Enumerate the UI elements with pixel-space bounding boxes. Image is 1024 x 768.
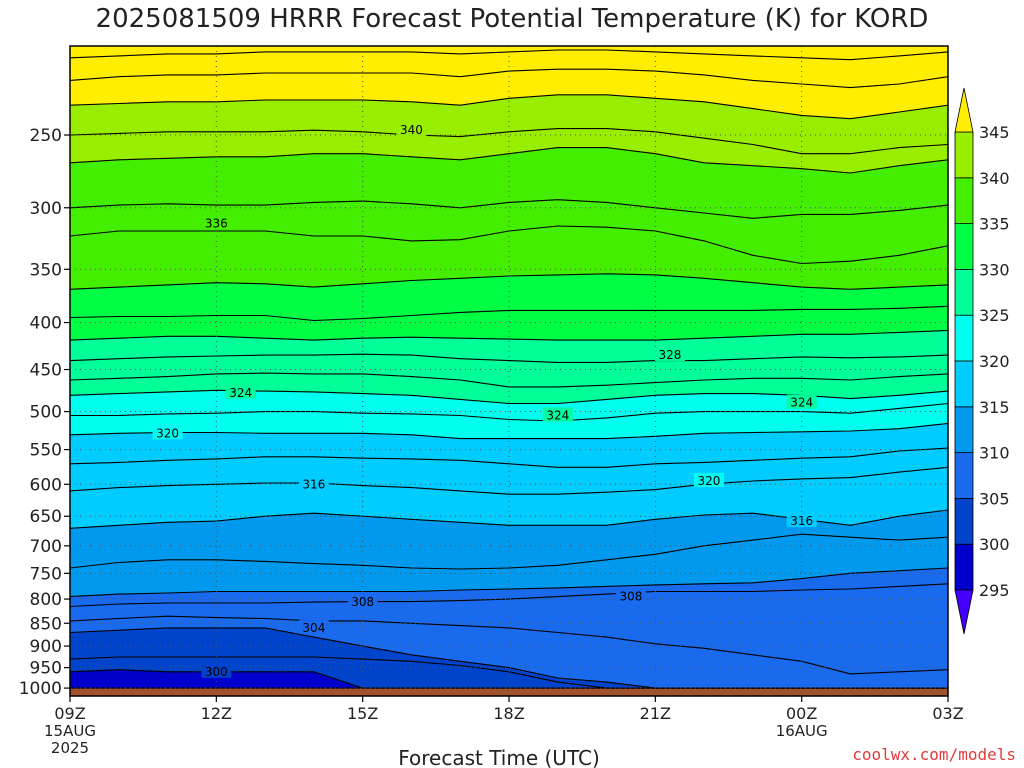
y-tick-label: 350 xyxy=(30,260,62,280)
contour-label-text: 316 xyxy=(302,477,325,491)
colorbar-label: 310 xyxy=(979,444,1010,463)
x-tick-label: 00Z xyxy=(786,704,817,723)
isentrope-316 xyxy=(70,466,948,495)
y-tick-label: 250 xyxy=(30,126,62,146)
colorbar-cell xyxy=(954,268,974,316)
isentrope-312 xyxy=(70,533,948,570)
colorbar-label: 330 xyxy=(979,260,1010,279)
chart-title: 2025081509 HRRR Forecast Potential Tempe… xyxy=(95,4,929,34)
colorbar-cell xyxy=(954,543,974,591)
y-tick-label: 450 xyxy=(30,361,62,381)
contour-label-text: 320 xyxy=(156,426,179,440)
x-tick-label: 21Z xyxy=(640,704,671,723)
contour-label-text: 300 xyxy=(205,665,228,679)
y-tick-label: 650 xyxy=(30,507,62,527)
contour-label-text: 340 xyxy=(400,123,423,137)
x-tick-sublabel: 2025 xyxy=(51,739,89,757)
y-tick-label: 950 xyxy=(30,659,62,679)
y-tick-label: 550 xyxy=(30,441,62,461)
terrain xyxy=(70,688,948,696)
colorbar-cell xyxy=(954,131,974,179)
colorbar-label: 325 xyxy=(979,306,1010,325)
contour-label: 308 xyxy=(615,588,646,604)
isentrope-318 xyxy=(70,447,948,468)
y-tick-label: 900 xyxy=(30,637,62,657)
y-tick-label: 600 xyxy=(30,475,62,495)
x-tick-sublabel: 15AUG xyxy=(44,722,96,740)
contour-label: 328 xyxy=(654,347,685,362)
colorbar-cell xyxy=(954,406,974,453)
contour-label: 304 xyxy=(298,619,329,635)
colorbar-label: 305 xyxy=(979,489,1010,508)
credit-link[interactable]: coolwx.com/models xyxy=(852,745,1016,764)
contour-label: 300 xyxy=(201,663,232,679)
contour-label-text: 324 xyxy=(229,386,252,400)
contour-label-text: 320 xyxy=(698,474,721,488)
colorbar-cell xyxy=(954,360,974,408)
contour-label-text: 304 xyxy=(302,621,325,635)
colorbar-label: 335 xyxy=(979,215,1010,234)
contour-label: 324 xyxy=(225,384,256,400)
x-tick-sublabel: 16AUG xyxy=(776,722,828,740)
contour-label: 336 xyxy=(201,215,232,230)
contour-label-text: 316 xyxy=(790,514,813,528)
contour-label: 324 xyxy=(786,394,817,410)
x-tick-label: 18Z xyxy=(493,704,524,723)
contour-label-text: 324 xyxy=(790,396,813,410)
y-tick-label: 800 xyxy=(30,590,62,610)
contour-label: 316 xyxy=(298,476,329,491)
isentrope-308 xyxy=(70,583,948,608)
contour-label-text: 336 xyxy=(205,216,228,230)
contour-label-text: 308 xyxy=(351,595,374,609)
y-tick-label: 850 xyxy=(30,614,62,634)
colorbar-label: 315 xyxy=(979,398,1010,417)
colorbar-cell xyxy=(954,223,974,270)
y-tick-label: 300 xyxy=(30,199,62,219)
colorbar-cell xyxy=(954,314,974,362)
colorbar-label: 340 xyxy=(979,169,1010,188)
contour-label-text: 308 xyxy=(619,590,642,604)
isentrope-304 xyxy=(70,627,948,689)
y-tick-label: 500 xyxy=(30,403,62,423)
colorbar-label: 295 xyxy=(979,581,1010,600)
isentrope-332 xyxy=(70,305,948,322)
contour-label: 316 xyxy=(786,513,817,528)
x-tick-label: 09Z xyxy=(54,704,85,723)
colorbar-label: 345 xyxy=(979,123,1010,142)
y-tick-label: 750 xyxy=(30,564,62,584)
colorbar-cell xyxy=(954,452,974,499)
y-tick-label: 400 xyxy=(30,314,62,334)
contour-label: 308 xyxy=(347,594,378,609)
y-tick-label: 700 xyxy=(30,537,62,557)
colorbar-cell xyxy=(954,177,974,225)
x-tick-label: 15Z xyxy=(347,704,378,723)
contour-label-text: 324 xyxy=(546,409,569,423)
isentrope-338 xyxy=(70,199,948,219)
contour-label: 320 xyxy=(693,472,724,488)
contour-label: 324 xyxy=(542,407,573,423)
plot-area: 340 336 328 324 324 324 320 316 320 316 308 308 304 3… xyxy=(70,46,948,696)
x-tick-label: 03Z xyxy=(932,704,963,723)
contour-label: 340 xyxy=(396,122,427,137)
colorbar-arrow-top xyxy=(954,87,974,133)
x-tick-label: 12Z xyxy=(201,704,232,723)
colorbar-label: 320 xyxy=(979,352,1010,371)
contour-label: 320 xyxy=(152,425,183,440)
contour-label-text: 328 xyxy=(659,348,682,362)
colorbar-arrow-bottom xyxy=(954,589,974,635)
y-tick-label: 1000 xyxy=(19,679,62,699)
colorbar-cell xyxy=(954,497,974,545)
colorbar-label: 300 xyxy=(979,535,1010,554)
x-axis-label: Forecast Time (UTC) xyxy=(398,746,600,768)
